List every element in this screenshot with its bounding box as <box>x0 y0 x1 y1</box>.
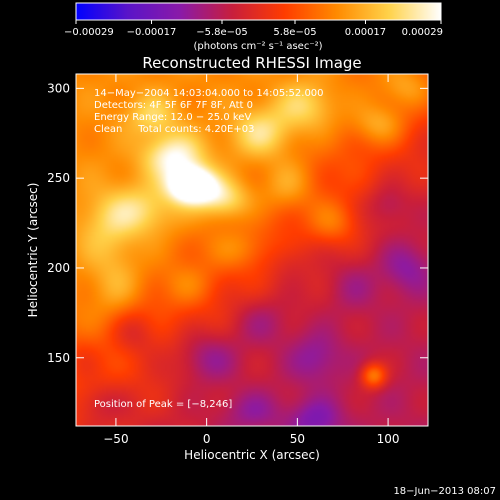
x-axis-ticks: −50 0 50 100 <box>103 74 400 446</box>
y-tick-label: 250 <box>47 171 70 185</box>
colorbar-tick-label: −0.00017 <box>127 27 177 38</box>
colorbar-tick-labels: −0.00029 −0.00017 −5.8e−05 5.8e−05 0.00017 0.… <box>64 27 443 38</box>
annotation-time-range: 14−May−2004 14:03:04.000 to 14:05:52.000 <box>94 88 324 99</box>
colorbar-ticks <box>75 20 442 24</box>
y-tick-label: 200 <box>47 261 70 275</box>
chart-title: Reconstructed RHESSI Image <box>142 54 361 72</box>
y-tick-label: 150 <box>47 351 70 365</box>
x-axis-label: Heliocentric X (arcsec) <box>184 448 320 462</box>
colorbar-tick-label: 0.00017 <box>345 27 386 38</box>
plot-frame <box>75 73 429 427</box>
x-tick-label: 100 <box>377 432 400 446</box>
colorbar <box>75 2 442 21</box>
x-tick-label: 50 <box>290 432 305 446</box>
peak-position-label: Position of Peak = [−8,246] <box>94 399 232 410</box>
annotation-detectors: Detectors: 4F 5F 6F 7F 8F, Att 0 <box>94 100 253 111</box>
annotation-energy-range: Energy Range: 12.0 − 25.0 keV <box>94 112 251 123</box>
y-tick-label: 300 <box>47 81 70 95</box>
x-tick-label: −50 <box>103 432 128 446</box>
heatmap-image <box>76 74 428 426</box>
y-axis-label: Heliocentric Y (arcsec) <box>26 183 40 318</box>
x-tick-label: 0 <box>203 432 211 446</box>
colorbar-tick-label: 0.00029 <box>402 27 443 38</box>
y-axis-ticks: 150 200 250 300 <box>47 81 428 365</box>
colorbar-tick-label: −5.8e−05 <box>196 27 248 38</box>
annotation-clean-counts: Clean Total counts: 4.20E+03 <box>94 124 254 135</box>
colorbar-tick-label: 5.8e−05 <box>273 27 316 38</box>
footer-timestamp: 18−Jun−2013 08:07 <box>393 486 496 497</box>
colorbar-unit-label: (photons cm⁻² s⁻¹ asec⁻²) <box>193 41 322 52</box>
colorbar-tick-label: −0.00029 <box>64 27 114 38</box>
